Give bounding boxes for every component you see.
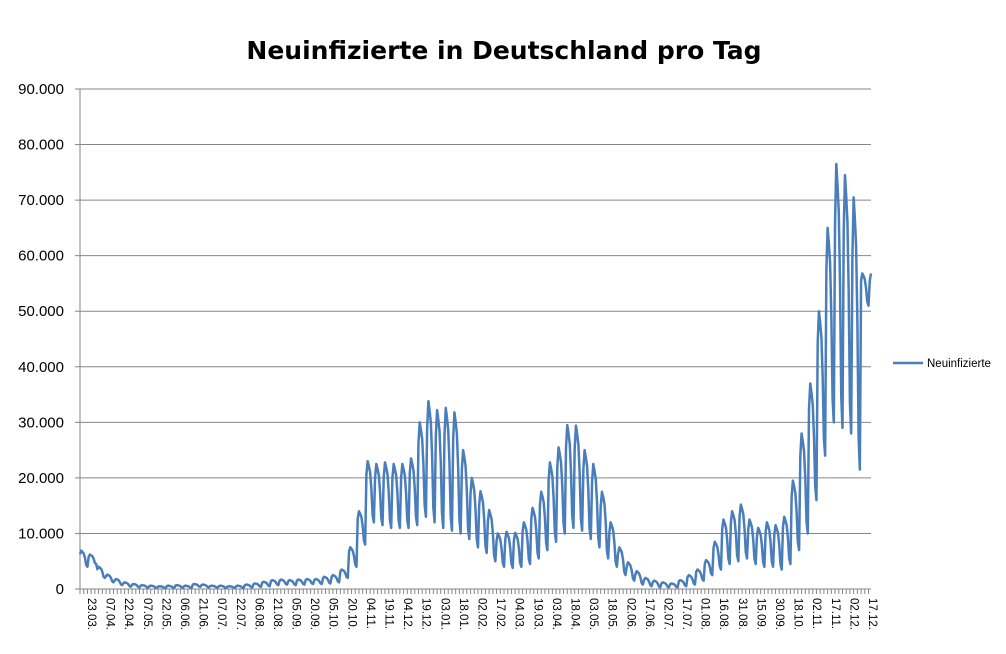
x-tick-label: 22.05. [159, 598, 171, 630]
x-tick-label: 02.06. [624, 598, 636, 630]
y-tick-label: 70.000 [18, 192, 64, 209]
x-tick-label: 19.03. [531, 598, 543, 630]
x-tick-label: 17.07. [680, 598, 692, 630]
y-tick-label: 0 [56, 581, 64, 598]
x-tick-label: 18.04. [568, 598, 580, 630]
y-tick-label: 80.000 [18, 137, 64, 154]
x-tick-label: 02.07. [661, 598, 673, 630]
x-tick-label: 31.08. [736, 598, 748, 630]
series-line-neuinfizierte [78, 162, 873, 590]
y-tick-label: 50.000 [18, 303, 64, 320]
x-axis-ticks: 23.03. 07.04. 22.04. 07.05. 22.05. 06.06. 21.0… [79, 589, 878, 630]
x-tick-label: 15.09. [754, 598, 766, 630]
y-tick-label: 30.000 [18, 414, 64, 431]
y-tick-label: 20.000 [18, 470, 64, 487]
x-tick-label: 04.11. [364, 598, 376, 629]
x-tick-label: 19.12. [420, 598, 432, 630]
x-tick-label: 07.04. [104, 598, 116, 630]
y-tick-label: 10.000 [18, 525, 64, 542]
x-tick-label: 02.02. [476, 598, 488, 630]
gridlines [79, 88, 871, 590]
x-tick-label: 03.04. [550, 598, 562, 630]
x-tick-label: 05.10. [327, 598, 339, 630]
y-axis-ticks: 0 10.000 20.000 30.000 40.000 50.000 60.000 70.… [18, 81, 80, 598]
x-tick-label: 17.06. [643, 598, 655, 630]
x-tick-label: 21.06. [197, 598, 209, 630]
x-tick-label: 18.01. [457, 598, 469, 630]
y-tick-label: 90.000 [18, 81, 64, 98]
x-tick-label: 20.09. [308, 598, 320, 630]
x-tick-label: 06.08. [252, 598, 264, 630]
series-layer [78, 162, 873, 590]
legend: Neuinfizierte [893, 358, 991, 370]
x-tick-label: 02.12. [847, 598, 859, 630]
x-tick-label: 04.12. [401, 598, 413, 630]
x-tick-label: 03.01. [438, 598, 450, 630]
x-tick-label: 30.09. [773, 598, 785, 630]
x-tick-label: 01.08. [699, 598, 711, 630]
x-tick-label: 07.05. [141, 598, 153, 630]
x-tick-label: 17.02. [494, 598, 506, 630]
x-tick-label: 21.08. [271, 598, 283, 630]
x-tick-label: 16.08. [717, 598, 729, 630]
x-tick-label: 17.11. [829, 598, 841, 629]
legend-label: Neuinfizierte [927, 358, 991, 370]
y-tick-label: 60.000 [18, 248, 64, 265]
x-tick-label: 23.03. [85, 598, 97, 630]
x-tick-label: 05.09. [290, 598, 302, 630]
x-tick-label: 04.03. [513, 598, 525, 630]
x-tick-label: 02.11. [810, 598, 822, 629]
x-tick-label: 20.10. [345, 598, 357, 630]
x-tick-label: 19.11. [383, 598, 395, 629]
x-tick-label: 03.05. [587, 598, 599, 630]
x-tick-label: 18.05. [606, 598, 618, 630]
x-tick-label: 18.10. [792, 598, 804, 630]
y-tick-label: 40.000 [18, 359, 64, 376]
x-tick-label: 07.07. [215, 598, 227, 630]
x-tick-label: 17.12. [866, 598, 878, 630]
chart-title: Neuinfizierte in Deutschland pro Tag [246, 36, 761, 65]
x-tick-label: 22.07. [234, 598, 246, 630]
x-tick-label: 06.06. [178, 598, 190, 630]
x-tick-label: 22.04. [122, 598, 134, 630]
